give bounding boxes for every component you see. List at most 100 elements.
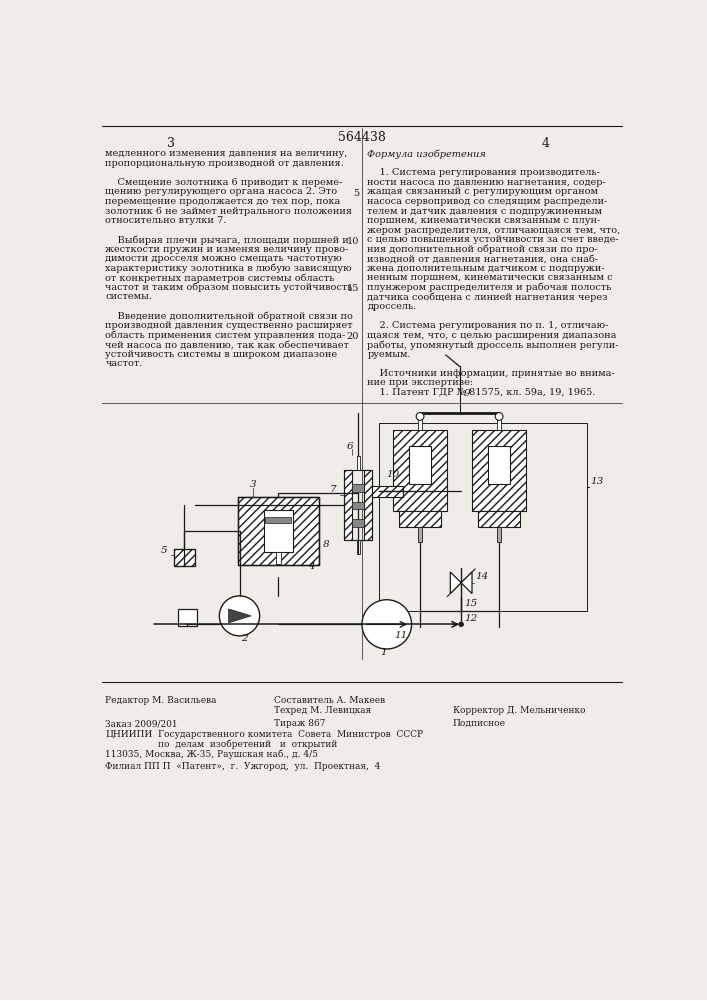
Text: 2. Система регулирования по п. 1, отличаю-: 2. Система регулирования по п. 1, отлича… bbox=[368, 321, 609, 330]
Text: устойчивость системы в широком диапазоне: устойчивость системы в широком диапазоне bbox=[105, 350, 337, 359]
Text: щению регулирующего органа насоса 2. Это: щению регулирующего органа насоса 2. Это bbox=[105, 187, 337, 196]
Text: 1: 1 bbox=[380, 648, 387, 657]
Text: пропорциональную производной от давления.: пропорциональную производной от давления… bbox=[105, 159, 344, 168]
Text: 5: 5 bbox=[353, 189, 359, 198]
Text: Филиал ПП П  «Патент»,  г.  Ужгород,  ул.  Проектная,  4: Филиал ПП П «Патент», г. Ужгород, ул. Пр… bbox=[105, 762, 381, 771]
Text: 2: 2 bbox=[241, 634, 247, 643]
Bar bbox=[352, 519, 364, 527]
Text: Тираж 867: Тираж 867 bbox=[274, 719, 326, 728]
Text: 3: 3 bbox=[168, 137, 175, 150]
Bar bbox=[472, 430, 526, 511]
Bar bbox=[265, 517, 291, 523]
Bar bbox=[372, 486, 403, 497]
Text: частот и таким образом повысить устойчивость: частот и таким образом повысить устойчив… bbox=[105, 283, 353, 292]
Circle shape bbox=[495, 413, 503, 420]
Text: 14: 14 bbox=[475, 572, 489, 581]
Bar bbox=[409, 446, 431, 484]
Bar bbox=[352, 502, 364, 509]
Text: характеристику золотника в любую зависящую: характеристику золотника в любую зависящ… bbox=[105, 264, 352, 273]
Bar bbox=[364, 470, 372, 540]
Circle shape bbox=[459, 622, 464, 627]
Text: 9: 9 bbox=[464, 389, 470, 398]
Text: 12: 12 bbox=[464, 614, 477, 623]
Text: 1. Система регулирования производитель-: 1. Система регулирования производитель- bbox=[368, 168, 600, 177]
Text: жащая связанный с регулирующим органом: жащая связанный с регулирующим органом bbox=[368, 187, 598, 196]
Text: 10: 10 bbox=[386, 470, 399, 479]
Text: от конкретных параметров системы область: от конкретных параметров системы область bbox=[105, 273, 335, 283]
Text: телем и датчик давления с подпружиненным: телем и датчик давления с подпружиненным bbox=[368, 207, 602, 216]
Bar bbox=[238, 497, 320, 565]
Bar bbox=[393, 430, 448, 511]
Text: 5: 5 bbox=[161, 546, 168, 555]
Text: димости дросселя можно смещать частотную: димости дросселя можно смещать частотную bbox=[105, 254, 342, 263]
Bar bbox=[418, 527, 422, 542]
Bar bbox=[418, 416, 422, 430]
Text: датчика сообщена с линией нагнетания через: датчика сообщена с линией нагнетания чер… bbox=[368, 292, 608, 302]
Text: 15: 15 bbox=[464, 599, 477, 608]
Text: щаяся тем, что, с целью расширения диапазона: щаяся тем, что, с целью расширения диапа… bbox=[368, 331, 617, 340]
Text: ние при экспертизе:: ние при экспертизе: bbox=[368, 378, 474, 387]
Text: Техред М. Левицкая: Техред М. Левицкая bbox=[274, 706, 372, 715]
Bar bbox=[478, 511, 520, 527]
Circle shape bbox=[219, 596, 259, 636]
Polygon shape bbox=[450, 572, 472, 594]
Text: 564438: 564438 bbox=[338, 131, 386, 144]
Text: руемым.: руемым. bbox=[368, 350, 411, 359]
Text: Редактор М. Васильева: Редактор М. Васильева bbox=[105, 696, 217, 705]
Text: ния дополнительной обратной связи по про-: ния дополнительной обратной связи по про… bbox=[368, 245, 598, 254]
Bar bbox=[264, 510, 293, 552]
Text: 113035, Москва, Ж-35, Раушская наб., д. 4/5: 113035, Москва, Ж-35, Раушская наб., д. … bbox=[105, 750, 318, 759]
Text: производной давления существенно расширяет: производной давления существенно расширя… bbox=[105, 321, 353, 330]
Bar bbox=[344, 470, 352, 540]
Text: плунжером распределителя и рабочая полость: плунжером распределителя и рабочая полос… bbox=[368, 283, 612, 292]
Text: изводной от давления нагнетания, она снаб-: изводной от давления нагнетания, она сна… bbox=[368, 254, 598, 263]
Text: жена дополнительным датчиком с подпружи-: жена дополнительным датчиком с подпружи- bbox=[368, 264, 605, 273]
Text: частот.: частот. bbox=[105, 359, 143, 368]
Text: 15: 15 bbox=[346, 284, 359, 293]
Text: перемещение продолжается до тех пор, пока: перемещение продолжается до тех пор, пок… bbox=[105, 197, 341, 206]
Text: область применения систем управления пода-: область применения систем управления под… bbox=[105, 331, 346, 340]
Bar bbox=[344, 470, 372, 540]
Circle shape bbox=[416, 413, 424, 420]
Text: 8: 8 bbox=[322, 540, 329, 549]
Bar bbox=[352, 484, 364, 492]
Bar bbox=[489, 446, 510, 484]
Text: Формула изобретения: Формула изобретения bbox=[368, 149, 486, 159]
Polygon shape bbox=[228, 609, 251, 623]
Bar bbox=[497, 416, 501, 430]
Text: 7: 7 bbox=[330, 485, 337, 494]
Text: Корректор Д. Мельниченко: Корректор Д. Мельниченко bbox=[452, 706, 585, 715]
Text: жесткости пружин и изменяя величину прово-: жесткости пружин и изменяя величину пров… bbox=[105, 245, 349, 254]
Text: 3: 3 bbox=[250, 480, 256, 489]
Text: системы.: системы. bbox=[105, 292, 153, 301]
Bar bbox=[379, 423, 587, 611]
Bar bbox=[174, 549, 195, 566]
Text: Государственного комитета  Совета  Министров  СССР: Государственного комитета Совета Министр… bbox=[158, 730, 423, 739]
Text: 4: 4 bbox=[308, 562, 315, 571]
Text: 1. Патент ГДР № 81575, кл. 59а, 19, 1965.: 1. Патент ГДР № 81575, кл. 59а, 19, 1965… bbox=[368, 388, 596, 397]
Text: 20: 20 bbox=[346, 332, 359, 341]
Bar bbox=[174, 549, 195, 566]
Text: с целью повышения устойчивости за счет введе-: с целью повышения устойчивости за счет в… bbox=[368, 235, 619, 244]
Text: Составитель А. Макеев: Составитель А. Макеев bbox=[274, 696, 385, 705]
Text: поршнем, кинематически связанным с плун-: поршнем, кинематически связанным с плун- bbox=[368, 216, 601, 225]
Text: 6: 6 bbox=[346, 442, 353, 451]
Text: Введение дополнительной обратной связи по: Введение дополнительной обратной связи п… bbox=[105, 312, 354, 321]
Text: Источники информации, принятые во внима-: Источники информации, принятые во внима- bbox=[368, 369, 615, 378]
Text: дроссель.: дроссель. bbox=[368, 302, 416, 311]
Text: 11: 11 bbox=[395, 631, 408, 640]
Text: медленного изменения давления на величину,: медленного изменения давления на величин… bbox=[105, 149, 348, 158]
Text: Выбирая плечи рычага, площади поршней и: Выбирая плечи рычага, площади поршней и bbox=[105, 235, 349, 245]
Text: по  делам  изобретений   и  открытий: по делам изобретений и открытий bbox=[158, 739, 337, 749]
Text: насоса сервопривод со следящим распредели-: насоса сервопривод со следящим распредел… bbox=[368, 197, 607, 206]
Bar bbox=[238, 497, 320, 565]
Text: относительно втулки 7.: относительно втулки 7. bbox=[105, 216, 227, 225]
Bar bbox=[276, 552, 281, 564]
Text: чей насоса по давлению, так как обеспечивает: чей насоса по давлению, так как обеспечи… bbox=[105, 340, 349, 349]
Bar bbox=[356, 456, 360, 470]
Text: Подписное: Подписное bbox=[452, 719, 506, 728]
Text: жером распределителя, отличающаяся тем, что,: жером распределителя, отличающаяся тем, … bbox=[368, 226, 621, 235]
Bar bbox=[497, 527, 501, 542]
Text: ненным поршнем, кинематически связанным с: ненным поршнем, кинематически связанным … bbox=[368, 273, 613, 282]
Text: работы, упомянутый дроссель выполнен регули-: работы, упомянутый дроссель выполнен рег… bbox=[368, 340, 619, 350]
